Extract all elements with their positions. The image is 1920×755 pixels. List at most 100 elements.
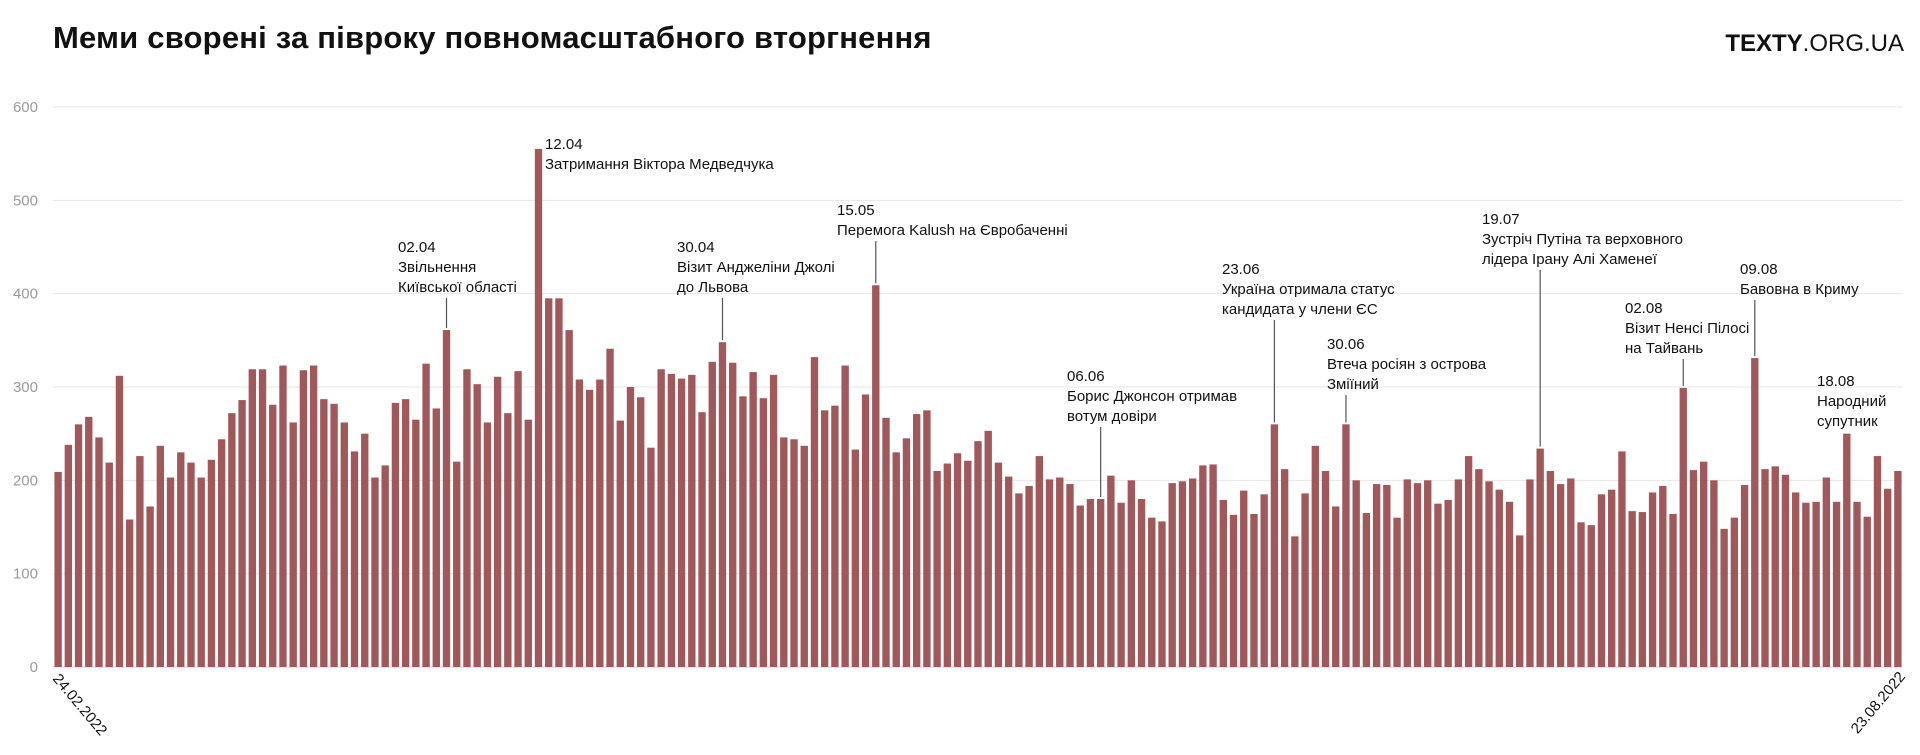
bar: [1485, 481, 1493, 667]
bar: [1669, 513, 1677, 667]
y-tick-label: 400: [13, 286, 38, 303]
bar: [1618, 451, 1626, 667]
bar: [1260, 494, 1268, 667]
annotation-text: Візит Анджеліни Джолі: [677, 259, 835, 276]
annotation-date: 12.04: [545, 136, 583, 153]
annotation: 15.05 Перемога Kalush на Євробаченні: [837, 202, 1068, 284]
x-axis: 24.02.2022 23.08.2022: [49, 669, 1909, 739]
bar: [1792, 492, 1800, 667]
annotation-date: 06.06: [1067, 368, 1105, 385]
bar: [74, 424, 83, 667]
bar: [391, 402, 400, 667]
annotation-text: Україна отримала статус: [1222, 281, 1395, 298]
annotation-text: Звільнення: [398, 259, 476, 276]
bar: [493, 376, 502, 667]
bar: [1526, 479, 1534, 667]
bar: [616, 420, 624, 667]
bar: [1536, 448, 1544, 667]
annotation: 02.08 Візит Ненсі Пілосі на Тайвань: [1625, 300, 1749, 386]
bar: [677, 378, 686, 667]
bar: [1393, 517, 1401, 667]
bar: [1229, 514, 1238, 667]
annotation-date: 30.04: [677, 239, 715, 256]
bar: [1464, 456, 1473, 667]
annotation: 30.04 Візит Анджеліни Джолі до Львова: [677, 239, 835, 341]
bar: [228, 413, 236, 667]
bar: [1270, 424, 1279, 667]
bar: [381, 465, 389, 667]
annotation-date: 30.06: [1327, 336, 1365, 353]
bar: [340, 422, 348, 667]
bar: [1342, 424, 1350, 667]
bar: [1689, 470, 1698, 667]
bar: [698, 412, 706, 667]
bar: [872, 285, 880, 667]
bar: [1883, 488, 1892, 667]
bar: [953, 453, 962, 667]
bar: [565, 330, 573, 667]
bar: [1301, 493, 1309, 667]
annotation-date: 02.04: [398, 239, 436, 256]
annotations: 02.04 Звільнення Київської області 12.04 Зат…: [398, 136, 1886, 497]
annotation-text: на Тайвань: [1625, 340, 1703, 357]
bar: [1250, 513, 1258, 667]
annotation: 09.08 Бавовна в Криму: [1740, 261, 1859, 357]
bar: [1219, 499, 1227, 667]
bar: [1740, 485, 1749, 667]
bar: [1178, 481, 1187, 667]
bar: [912, 414, 921, 667]
bar: [1209, 464, 1217, 667]
bar: [1148, 517, 1156, 667]
bar: [1659, 485, 1667, 667]
bar: [1761, 469, 1769, 667]
bar: [984, 430, 992, 667]
bar: [626, 387, 635, 667]
bar: [115, 375, 124, 667]
bar: [994, 462, 1003, 667]
bar: [585, 389, 594, 667]
bar: [1137, 499, 1146, 667]
bar: [943, 463, 952, 667]
bar: [647, 447, 655, 667]
bar: [371, 477, 379, 667]
bar: [1751, 358, 1759, 667]
bar: [177, 452, 185, 667]
bar: [217, 439, 226, 667]
annotation: 19.07 Зустріч Путіна та верховного лідера …: [1482, 211, 1683, 447]
annotation-text: Затримання Віктора Медведчука: [545, 156, 774, 173]
bar: [1015, 493, 1023, 667]
bar: [759, 398, 768, 667]
bar: [350, 451, 359, 667]
bar: [95, 437, 103, 667]
bar: [902, 438, 911, 667]
bar: [1894, 471, 1902, 667]
bar: [1720, 528, 1728, 667]
bar: [1505, 501, 1514, 667]
annotation-date: 23.06: [1222, 261, 1260, 278]
bar: [412, 419, 420, 667]
bar: [125, 519, 134, 667]
bar: [64, 444, 73, 667]
bar: [1577, 522, 1585, 667]
bar: [1291, 536, 1299, 667]
bar: [1362, 513, 1371, 667]
bar: [1280, 469, 1289, 667]
bar: [780, 437, 788, 667]
bar: [1730, 517, 1739, 667]
bar: [1321, 471, 1330, 667]
bar: [749, 372, 757, 667]
bar: [1628, 511, 1636, 667]
bar: [1096, 499, 1105, 667]
bar: [1158, 521, 1166, 667]
chart-title: Меми сворені за півроку повномасштабного…: [53, 20, 932, 55]
bar: [739, 396, 747, 667]
bar: [1597, 494, 1606, 667]
bar: [279, 365, 287, 667]
bar: [575, 379, 584, 667]
bar: [1802, 502, 1810, 667]
annotation-date: 09.08: [1740, 261, 1778, 278]
annotation-text: Народний: [1817, 393, 1886, 410]
x-end-label: 23.08.2022: [1848, 669, 1909, 737]
bar: [85, 416, 93, 667]
